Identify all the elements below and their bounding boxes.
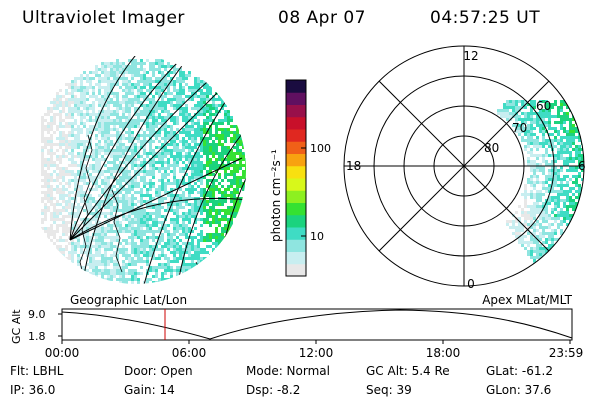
instrument-title: Ultraviolet Imager: [22, 8, 185, 28]
color-bar-segment: [286, 190, 306, 203]
polar-emission-image: [497, 100, 584, 265]
color-bar-frame: [285, 79, 307, 277]
color-bar-segment: [286, 227, 306, 240]
polar-lat-label-70: 70: [512, 121, 527, 135]
color-bar-segment: [286, 202, 306, 216]
polar-mlt-label-6: 6: [578, 159, 586, 173]
color-bar-segment: [286, 251, 306, 265]
timeline-y-tick-label: 1.8: [28, 330, 46, 343]
color-bar-tick-label: 10: [310, 230, 324, 243]
polar-lat-label-60: 60: [536, 99, 551, 113]
info-gain: Gain: 14: [124, 383, 175, 397]
color-bar-segment: [286, 214, 306, 228]
color-bar: 100 10 photon cm⁻²s⁻¹: [269, 79, 331, 277]
geo-panel-label: Geographic Lat/Lon: [70, 293, 187, 307]
color-bar-segment: [286, 104, 306, 118]
info-door: Door: Open: [124, 364, 193, 378]
color-bar-unit-label: photon cm⁻²s⁻¹: [269, 149, 283, 242]
observation-time: 04:57:25 UT: [430, 8, 541, 28]
color-bar-segment: [286, 263, 306, 277]
observation-date: 08 Apr 07: [278, 8, 366, 28]
timeline-x-tick-label: 00:00: [45, 346, 80, 360]
color-bar-segment: [286, 92, 306, 105]
color-bar-segment: [286, 80, 306, 93]
timeline-frame: [61, 308, 573, 341]
info-dsp: Dsp: -8.2: [246, 383, 301, 397]
color-bar-segment: [286, 165, 306, 179]
polar-mlt-label-12: 12: [463, 49, 478, 63]
polar-panel: 80 70 60 12 18 6 0 Apex MLat/MLT: [343, 45, 586, 307]
color-bar-tick-label: 100: [310, 142, 331, 155]
geo-emission-image: [41, 59, 246, 284]
polar-grid: [343, 45, 585, 287]
info-seq: Seq: 39: [366, 383, 412, 397]
timeline-x-tick-label: 18:00: [426, 346, 461, 360]
color-bar-segment: [286, 153, 306, 167]
timeline-x-tick-label: 06:00: [172, 346, 207, 360]
gc-altitude-timeline: 9.0 1.8 GC Alt 00:00 06:00 12:00 18:00 2…: [10, 308, 583, 360]
polar-mlt-label-18: 18: [346, 159, 361, 173]
info-glon: GLon: 37.6: [486, 383, 552, 397]
color-bar-segment: [286, 141, 306, 154]
timeline-axis-label: GC Alt: [10, 309, 23, 344]
polar-mlt-label-0: 0: [467, 277, 475, 291]
color-bar-segment: [286, 239, 306, 252]
timeline-y-tick-label: 9.0: [28, 308, 46, 321]
polar-panel-label: Apex MLat/MLT: [482, 293, 572, 307]
color-bar-gradient: [286, 80, 306, 277]
polar-lat-label-80: 80: [484, 141, 499, 155]
info-glat: GLat: -61.2: [486, 364, 553, 378]
timeline-x-tick-label: 23:59: [549, 346, 584, 360]
gc-altitude-curve: [61, 309, 573, 340]
timeline-x-tick-label: 12:00: [299, 346, 334, 360]
info-filter: Flt: LBHL: [10, 364, 64, 378]
color-bar-segment: [286, 116, 306, 130]
info-gc-alt: GC Alt: 5.4 Re: [366, 364, 450, 378]
info-mode: Mode: Normal: [246, 364, 330, 378]
color-bar-segment: [286, 178, 306, 191]
geographic-panel: Geographic Lat/Lon: [41, 56, 246, 307]
color-bar-segment: [286, 129, 306, 142]
info-ip: IP: 36.0: [10, 383, 56, 397]
